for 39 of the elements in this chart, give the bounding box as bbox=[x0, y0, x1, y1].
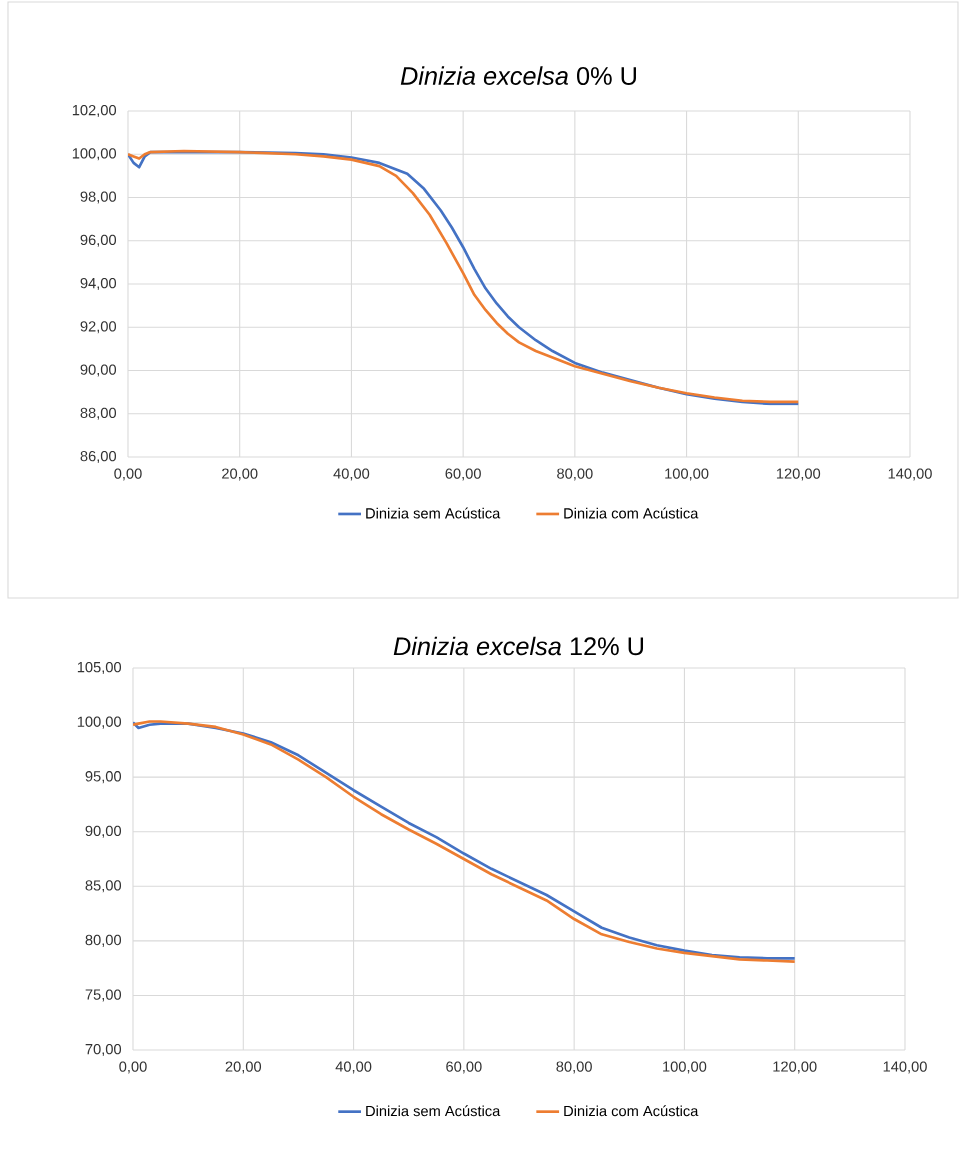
legend-label: Dinizia sem Acústica bbox=[366, 1105, 501, 1117]
x-tick-label: 120,00 bbox=[773, 1061, 817, 1074]
chart-title: Dinizia excelsa 0% U bbox=[400, 66, 636, 85]
y-tick-label: 80,00 bbox=[85, 934, 122, 947]
legend-label: Dinizia sem Acústica bbox=[366, 507, 501, 519]
x-tick-label: 40,00 bbox=[335, 1061, 372, 1074]
y-tick-label: 86,00 bbox=[80, 450, 117, 464]
x-tick-label: 0,00 bbox=[114, 468, 142, 481]
x-tick-label: 20,00 bbox=[222, 468, 258, 481]
x-tick-label: 0,00 bbox=[119, 1061, 147, 1074]
y-tick-label: 100,00 bbox=[77, 716, 122, 729]
x-tick-label: 80,00 bbox=[556, 1061, 592, 1074]
y-tick-label: 96,00 bbox=[80, 234, 117, 247]
x-tick-label: 120,00 bbox=[776, 468, 821, 481]
y-tick-label: 98,00 bbox=[80, 191, 117, 204]
y-tick-label: 70,00 bbox=[85, 1043, 122, 1057]
x-tick-label: 80,00 bbox=[557, 468, 593, 481]
y-tick-label: 88,00 bbox=[80, 407, 117, 420]
x-tick-label: 100,00 bbox=[665, 468, 709, 481]
x-tick-label: 60,00 bbox=[446, 1061, 482, 1074]
x-tick-label: 60,00 bbox=[445, 468, 481, 481]
y-tick-label: 94,00 bbox=[80, 277, 117, 291]
y-tick-label: 75,00 bbox=[85, 989, 122, 1002]
x-tick-label: 140,00 bbox=[888, 468, 932, 481]
y-tick-label: 100,00 bbox=[72, 148, 117, 161]
y-tick-label: 90,00 bbox=[85, 825, 122, 838]
y-tick-label: 90,00 bbox=[80, 364, 117, 377]
x-tick-label: 40,00 bbox=[333, 468, 370, 481]
x-tick-label: 100,00 bbox=[663, 1061, 707, 1074]
y-tick-label: 95,00 bbox=[85, 771, 122, 784]
chart-title: Dinizia excelsa 12% U bbox=[393, 636, 644, 656]
legend-label: Dinizia com Acústica bbox=[564, 1105, 699, 1117]
x-tick-label: 20,00 bbox=[225, 1061, 262, 1074]
y-tick-label: 102,00 bbox=[72, 104, 117, 118]
y-tick-label: 105,00 bbox=[77, 661, 122, 675]
y-tick-label: 92,00 bbox=[80, 321, 117, 334]
x-tick-label: 140,00 bbox=[883, 1061, 927, 1074]
legend-label: Dinizia com Acústica bbox=[564, 507, 699, 519]
y-tick-label: 85,00 bbox=[85, 880, 122, 893]
